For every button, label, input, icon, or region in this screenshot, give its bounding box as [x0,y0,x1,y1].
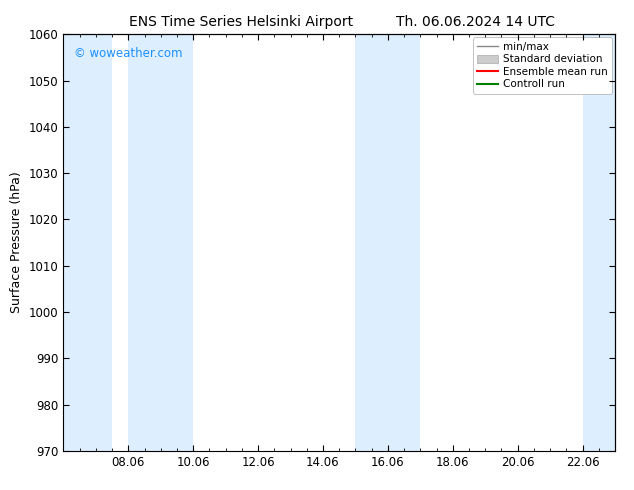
Bar [583,34,615,451]
Text: ENS Time Series Helsinki Airport: ENS Time Series Helsinki Airport [129,15,353,29]
Text: © woweather.com: © woweather.com [74,47,183,60]
Bar [63,34,112,451]
Legend: min/max, Standard deviation, Ensemble mean run, Controll run: min/max, Standard deviation, Ensemble me… [473,37,612,94]
Text: Th. 06.06.2024 14 UTC: Th. 06.06.2024 14 UTC [396,15,555,29]
Bar [128,34,193,451]
Y-axis label: Surface Pressure (hPa): Surface Pressure (hPa) [10,172,23,314]
Bar [356,34,420,451]
